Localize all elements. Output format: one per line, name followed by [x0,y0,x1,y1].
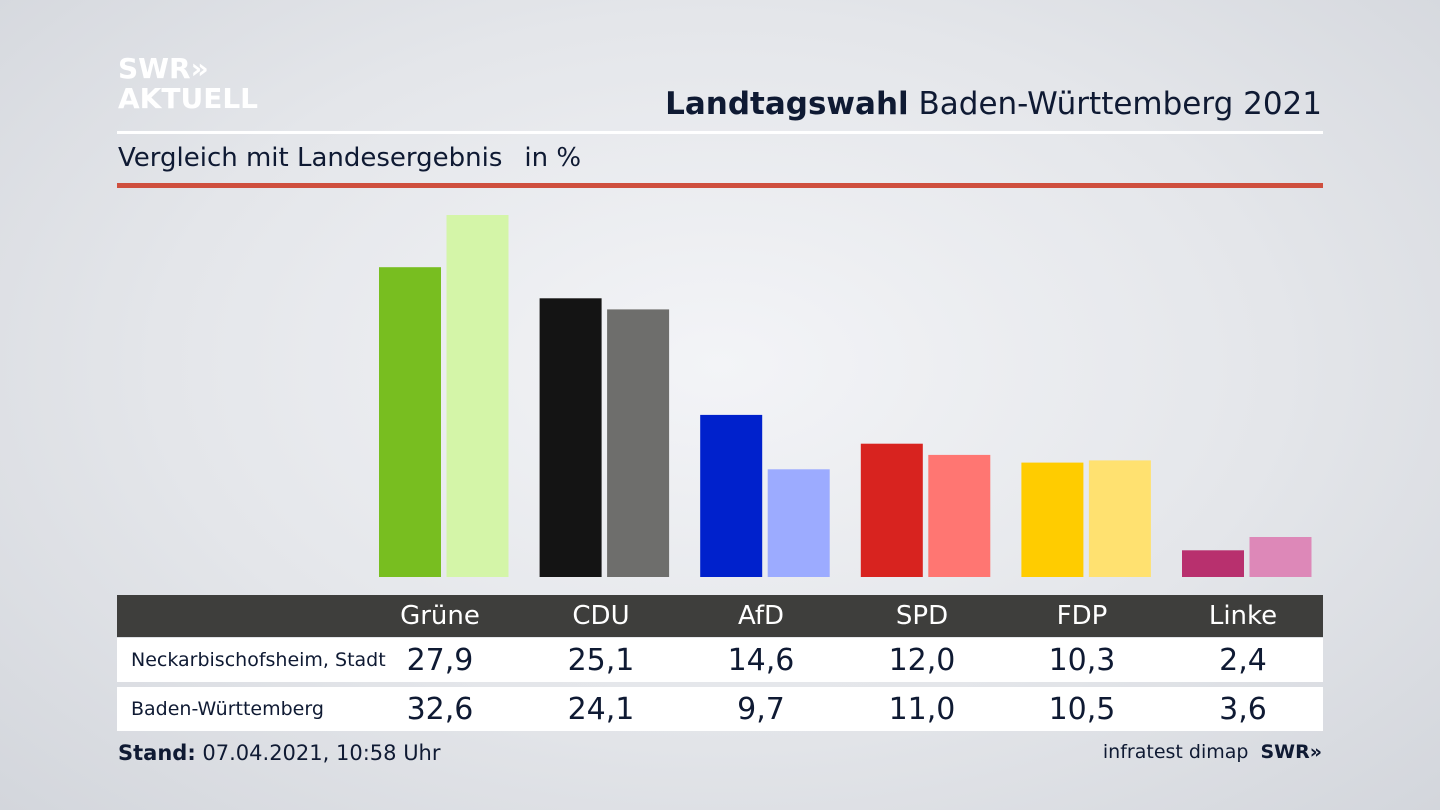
title-bold: Landtagswahl [665,86,909,122]
title-rest: Baden-Württemberg 2021 [918,86,1322,122]
bar-fdp-state [1088,460,1151,577]
table-cell: 14,6 [727,642,795,678]
header-linke: Linke [1208,601,1278,631]
results-table: Grüne CDU AfD SPD FDP Linke Neckarbischo… [117,595,1323,731]
header-fdp: FDP [1056,601,1108,631]
table-cell: 11,0 [888,691,956,727]
bar-linke-local [1182,550,1244,577]
title-rule [117,131,1323,134]
stand-label: Stand: [118,741,196,765]
chart-subtitle: Vergleich mit Landesergebnis in % [118,143,581,173]
accent-rule [117,183,1323,188]
table-cell: 10,3 [1048,642,1116,678]
table-cell: 25,1 [567,642,635,678]
stand-value: 07.04.2021, 10:58 Uhr [202,741,441,765]
bar-fdp-local [1021,462,1084,577]
timestamp: Stand: 07.04.2021, 10:58 Uhr [118,741,441,765]
page-title: Landtagswahl Baden-Württemberg 2021 [665,86,1322,122]
table-cell: 12,0 [888,642,956,678]
header-cdu: CDU [572,601,630,631]
source-text: infratest dimap [1102,741,1249,763]
table-row: Baden-Württemberg 32,6 24,1 9,7 11,0 10,… [117,687,1323,731]
bar-linke-state [1249,537,1312,577]
bar-spd-local [860,443,923,577]
table-cell: 3,6 [1219,691,1267,727]
header-spd: SPD [895,601,949,631]
table-cell: 9,7 [737,691,785,727]
source-credit: infratest dimap SWR» [1103,741,1322,763]
header-afd: AfD [737,601,785,631]
bar-gruene-state [446,215,509,577]
row-label: Baden-Württemberg [131,698,324,720]
bar-cdu-state [607,309,670,577]
table-cell: 24,1 [567,691,635,727]
swr-aktuell-logo: SWR» AKTUELL [118,54,258,114]
subtitle-text: Vergleich mit Landesergebnis [118,143,503,173]
logo-line-2: AKTUELL [118,82,259,115]
row-label: Neckarbischofsheim, Stadt [131,649,386,671]
subtitle-unit: in % [524,143,582,173]
bar-spd-state [928,454,991,577]
table-cell: 2,4 [1219,642,1267,678]
table-row: Neckarbischofsheim, Stadt 27,9 25,1 14,6… [117,638,1323,682]
swr-brand-logo: SWR» [1260,741,1322,763]
bar-afd-local [700,414,763,577]
header-gruene: Grüne [400,601,480,631]
bar-afd-state [767,469,830,577]
bar-chart [379,215,1312,577]
table-cell: 27,9 [406,642,474,678]
table-cell: 10,5 [1048,691,1116,727]
table-header-row: Grüne CDU AfD SPD FDP Linke [117,595,1323,637]
logo-line-1: SWR» [118,52,209,85]
bar-gruene-local [379,267,441,577]
bar-cdu-local [539,298,602,577]
table-cell: 32,6 [406,691,474,727]
